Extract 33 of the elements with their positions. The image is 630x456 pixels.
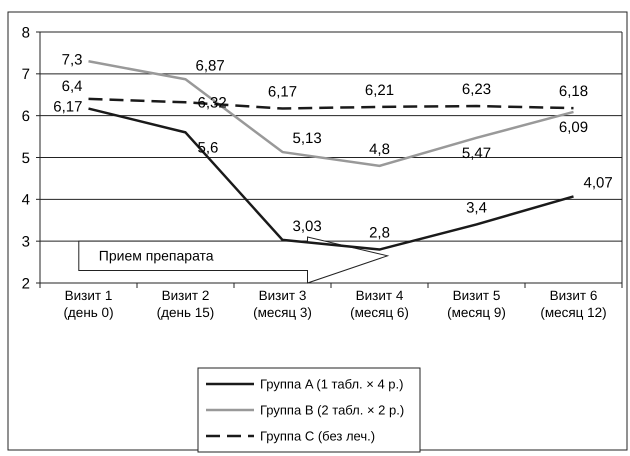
x-tick-label: Визит 6 (месяц 12)	[540, 288, 607, 320]
data-label: 6,87	[196, 57, 225, 74]
x-tick-label: Визит 5 (месяц 9)	[447, 288, 506, 320]
y-tick-label: 2	[22, 275, 30, 292]
data-label: 3,4	[466, 199, 487, 216]
data-label: 6,09	[558, 118, 588, 136]
x-tick-label: Визит 1 (день 0)	[63, 288, 114, 320]
data-label: 6,17	[53, 98, 82, 116]
data-label: 4,07	[584, 174, 613, 192]
x-tick-label: Визит 3 (месяц 3)	[253, 288, 312, 320]
data-label: 7,3	[62, 51, 82, 68]
y-tick-label: 5	[22, 150, 30, 167]
data-label: 3,03	[292, 218, 322, 235]
y-tick-label: 3	[22, 233, 30, 250]
data-label: 6,4	[62, 78, 82, 95]
y-tick-label: 4	[22, 192, 30, 209]
data-label: 6,18	[558, 83, 588, 100]
annotation: Прием препарата	[98, 248, 214, 264]
data-label: 4,8	[369, 140, 390, 158]
legend-label: Группа B (2 табл. × 2 р.)	[260, 402, 404, 418]
y-tick-label: 8	[22, 24, 30, 42]
data-label: 6,21	[364, 82, 394, 99]
line-series	[87, 98, 575, 110]
x-tick-label: Визит 2 (день 15)	[156, 288, 214, 320]
data-label: 2,8	[369, 224, 390, 242]
x-tick-label: Визит 4 (месяц 6)	[350, 288, 409, 320]
data-label: 6,23	[462, 81, 492, 98]
data-label: 6,17	[268, 84, 298, 101]
legend-label: Группа C (без леч.)	[260, 428, 376, 444]
y-tick-label: 6	[22, 108, 30, 125]
y-tick-label: 7	[22, 66, 30, 84]
data-label: 5,13	[292, 130, 322, 148]
legend-label: Группа A (1 табл. × 4 р.)	[260, 376, 404, 392]
